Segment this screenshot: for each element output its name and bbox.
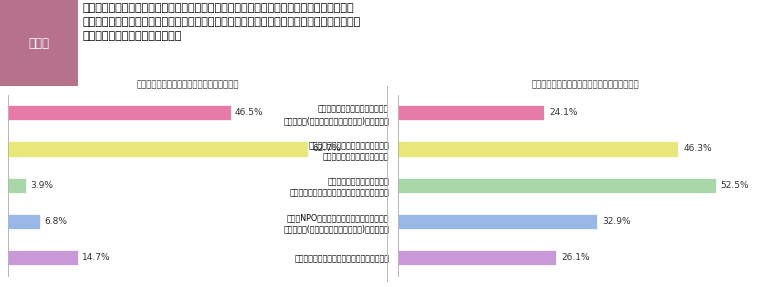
Bar [8,105,230,120]
Text: 46.5%: 46.5% [234,108,263,117]
Title: 地域防災力が十分だと思う理由（複数回答）: 地域防災力が十分だと思う理由（複数回答） [136,81,239,90]
Bar [398,250,556,265]
Bar [0,0,78,86]
Text: 32.9%: 32.9% [602,217,631,226]
Text: 26.1%: 26.1% [561,253,590,262]
Text: 46.3%: 46.3% [683,144,711,154]
Text: 52.5%: 52.5% [721,181,749,190]
Text: 地域防災力が十分であると回答した人（「そう思う」「どちらかといえばそう思う」を回答
した人），地域防災力が十分でないと回答した人（「どちらかといえばそう思わない: 地域防災力が十分であると回答した人（「そう思う」「どちらかといえばそう思う」を回… [82,3,360,40]
Text: 6.8%: 6.8% [45,217,67,226]
Bar [398,178,715,193]
Bar [398,105,544,120]
Bar [8,214,41,229]
Bar [8,141,308,156]
Title: 地域防災力が不十分だと思う理由（複数回答）: 地域防災力が不十分だと思う理由（複数回答） [532,81,640,90]
Text: 24.1%: 24.1% [549,108,577,117]
Text: 62.7%: 62.7% [312,144,341,154]
Bar [8,250,78,265]
Text: 3.9%: 3.9% [30,181,53,190]
Text: 14.7%: 14.7% [82,253,111,262]
Text: 図表７: 図表７ [29,36,49,50]
Bar [398,214,597,229]
Bar [398,141,678,156]
Bar [8,178,27,193]
